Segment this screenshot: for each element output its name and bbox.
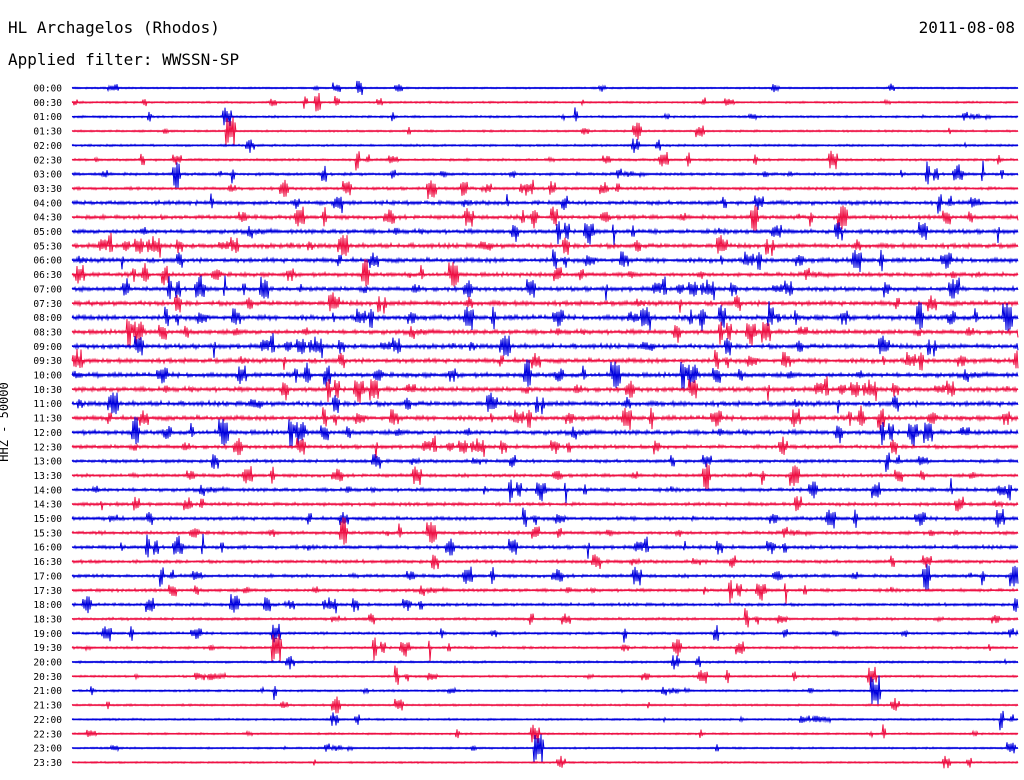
time-label: 18:00	[33, 600, 62, 611]
trace-0900	[71, 333, 1019, 359]
station-title: HL Archagelos (Rhodos)	[8, 18, 220, 37]
trace-2300	[71, 734, 1019, 764]
trace-1730	[71, 580, 1019, 604]
trace-0800	[71, 301, 1019, 332]
time-label: 14:00	[33, 485, 62, 496]
trace-1600	[71, 533, 1019, 559]
trace-0430	[71, 205, 1019, 233]
time-label: 20:00	[33, 658, 62, 669]
time-label: 21:30	[33, 701, 62, 712]
trace-1930	[71, 633, 1019, 663]
trace-1700	[71, 564, 1019, 592]
time-label: 22:30	[33, 729, 62, 740]
trace-1800	[71, 594, 1019, 614]
trace-1400	[71, 478, 1019, 504]
time-label: 04:30	[33, 213, 62, 224]
time-label: 03:00	[33, 170, 62, 181]
time-label: 00:30	[33, 98, 62, 109]
trace-0530	[71, 232, 1019, 258]
trace-0300	[71, 160, 1019, 190]
time-label: 08:00	[33, 313, 62, 324]
trace-0500	[71, 221, 1019, 245]
time-label: 19:00	[33, 629, 62, 640]
time-label: 10:30	[33, 385, 62, 396]
trace-0230	[71, 150, 1019, 171]
time-label: 01:00	[33, 112, 62, 123]
time-label: 17:30	[33, 586, 62, 597]
time-label: 23:30	[33, 758, 62, 769]
trace-2200	[71, 710, 1019, 731]
time-label: 20:30	[33, 672, 62, 683]
time-label: 10:00	[33, 371, 62, 382]
time-label: 16:00	[33, 543, 62, 554]
time-label: 00:00	[33, 84, 62, 95]
trace-1300	[71, 452, 1019, 472]
time-label: 15:30	[33, 528, 62, 539]
time-label: 06:30	[33, 270, 62, 281]
trace-1830	[71, 608, 1019, 628]
time-label: 04:00	[33, 198, 62, 209]
time-label: 19:30	[33, 643, 62, 654]
time-label: 21:00	[33, 686, 62, 697]
trace-0630	[71, 258, 1019, 287]
time-label: 12:00	[33, 428, 62, 439]
trace-0330	[71, 179, 1019, 200]
time-label: 05:30	[33, 241, 62, 252]
trace-0130	[71, 117, 1019, 147]
time-label: 12:30	[33, 442, 62, 453]
time-label: 07:00	[33, 284, 62, 295]
time-label: 01:30	[33, 127, 62, 138]
time-label: 14:30	[33, 500, 62, 511]
time-label: 11:30	[33, 414, 62, 425]
time-label: 05:00	[33, 227, 62, 238]
time-label: 13:00	[33, 457, 62, 468]
time-label: 23:00	[33, 744, 62, 755]
time-label: 06:00	[33, 256, 62, 267]
time-label: 09:30	[33, 356, 62, 367]
time-label: 03:30	[33, 184, 62, 195]
time-label: 18:30	[33, 614, 62, 625]
time-label: 16:30	[33, 557, 62, 568]
time-label: 09:00	[33, 342, 62, 353]
time-label: 17:00	[33, 571, 62, 582]
time-label: 11:00	[33, 399, 62, 410]
time-label: 02:30	[33, 155, 62, 166]
date-label: 2011-08-08	[918, 18, 1015, 37]
trace-1530	[71, 517, 1019, 545]
time-label: 22:00	[33, 715, 62, 726]
time-label: 02:00	[33, 141, 62, 152]
filter-label: Applied filter: WWSSN-SP	[8, 50, 240, 69]
time-label: 07:30	[33, 299, 62, 310]
time-label: 08:30	[33, 327, 62, 338]
trace-2030	[71, 665, 1019, 686]
trace-0400	[71, 193, 1019, 214]
time-label: 15:00	[33, 514, 62, 525]
time-label: 13:30	[33, 471, 62, 482]
